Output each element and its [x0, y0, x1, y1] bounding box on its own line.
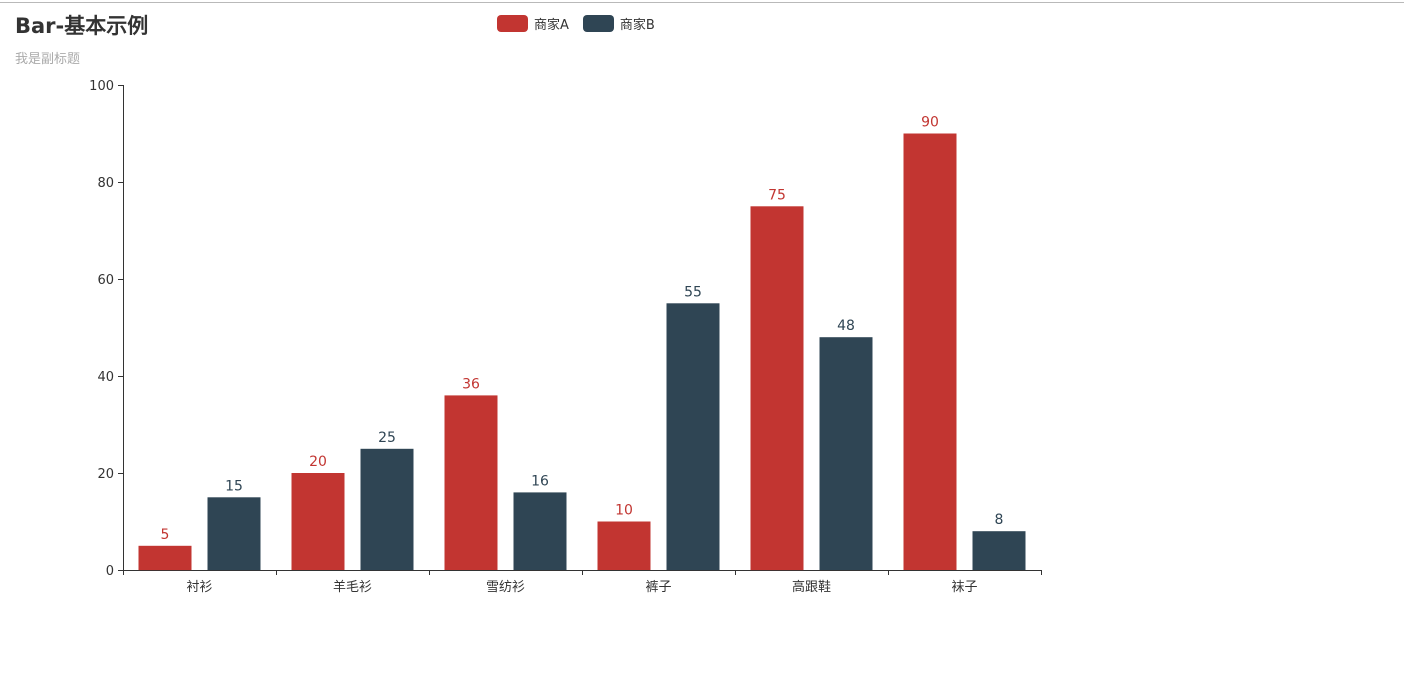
bar-series-1-3: [666, 303, 720, 571]
chart-legend: 商家A 商家B: [497, 14, 669, 33]
legend-swatch-series-b: [582, 14, 614, 32]
bar-series-1-5: [972, 531, 1026, 570]
bar-series-0-2: [444, 395, 498, 570]
data-label-series-1-4: 48: [837, 318, 855, 334]
bar-series-0-0: [138, 545, 192, 571]
data-label-series-1-5: 8: [995, 512, 1004, 528]
legend-label-series-a: 商家A: [534, 17, 569, 33]
legend-item-series-b[interactable]: 商家B: [582, 14, 655, 33]
data-label-series-0-5: 90: [921, 115, 939, 131]
y-tick-label-1: 20: [97, 467, 114, 482]
bar-series-1-1: [360, 448, 414, 571]
data-label-series-0-1: 20: [309, 454, 327, 470]
y-tick-label-2: 40: [97, 370, 114, 385]
data-label-series-1-0: 15: [225, 478, 243, 494]
data-label-series-0-4: 75: [768, 187, 786, 203]
chart-subtitle: 我是副标题: [15, 52, 81, 67]
data-label-series-1-1: 25: [378, 430, 396, 446]
data-label-series-0-0: 5: [161, 527, 170, 543]
bar-series-1-0: [207, 497, 261, 571]
bar-series-0-1: [291, 473, 345, 570]
bar-series-1-4: [819, 337, 873, 570]
x-tick-label-3: 裤子: [645, 580, 671, 595]
legend-label-series-b: 商家B: [619, 17, 655, 33]
x-tick-label-2: 雪纺衫: [486, 580, 525, 595]
bar-series-0-3: [597, 521, 651, 570]
data-label-series-1-3: 55: [684, 284, 702, 300]
bar-series-0-4: [750, 206, 804, 571]
x-tick-label-5: 袜子: [951, 580, 977, 595]
y-tick-label-5: 100: [89, 79, 114, 94]
chart-title: Bar-基本示例: [15, 14, 149, 38]
y-tick-label-0: 0: [106, 564, 114, 579]
data-label-series-0-2: 36: [462, 376, 480, 392]
legend-swatch-series-a: [497, 14, 528, 32]
bar-series-1-2: [513, 492, 567, 570]
y-tick-label-4: 80: [97, 176, 114, 191]
top-border: [0, 2, 1404, 3]
x-tick-label-0: 衬衫: [186, 580, 212, 595]
data-label-series-1-2: 16: [531, 473, 549, 489]
y-tick-label-3: 60: [97, 273, 114, 288]
data-label-series-0-3: 10: [615, 503, 633, 519]
legend-item-series-a[interactable]: 商家A: [497, 14, 569, 33]
bar-series-0-5: [903, 133, 957, 570]
x-tick-label-4: 高跟鞋: [792, 579, 831, 595]
x-tick-label-1: 羊毛衫: [333, 579, 372, 595]
